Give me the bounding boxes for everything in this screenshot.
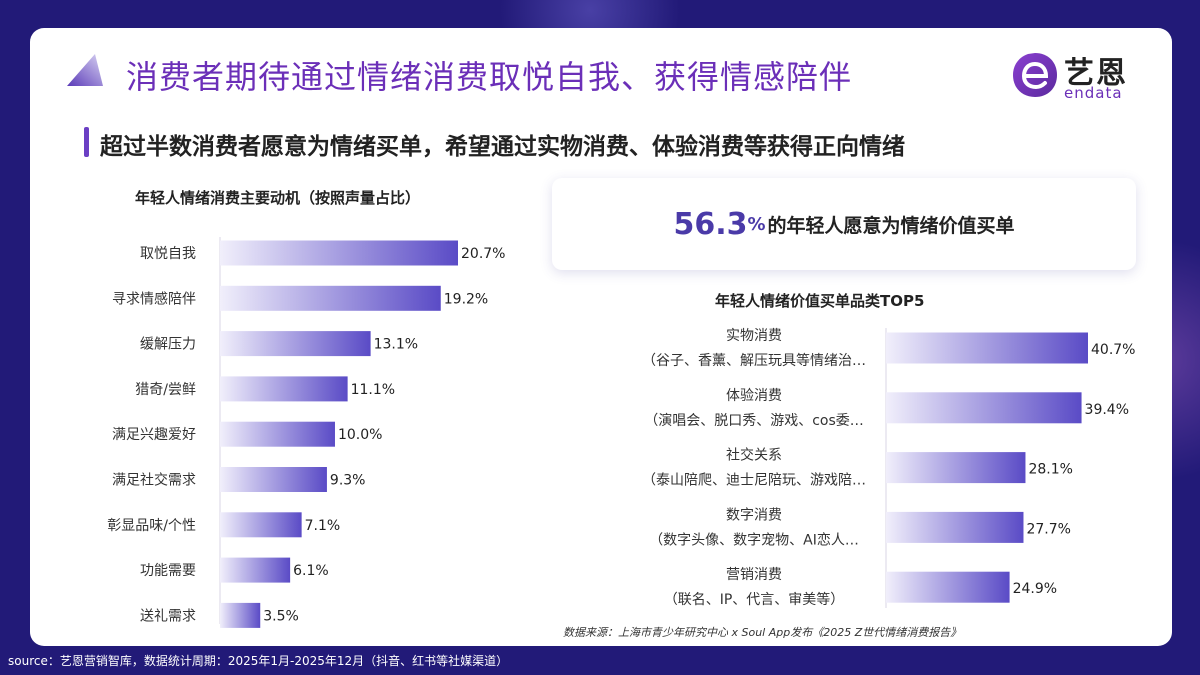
stat-number: 56.3: [673, 206, 748, 242]
title-triangle-icon: [67, 54, 103, 86]
right-bar: [886, 332, 1088, 364]
right-bar: [886, 571, 1010, 603]
right-subcategory-label: （演唱会、脱口秀、游戏、cos委…: [644, 413, 864, 429]
stat-unit: %: [747, 213, 766, 235]
page-title: 消费者期待通过情绪消费取悦自我、获得情感陪伴: [126, 58, 853, 96]
right-subcategory-label: （数字头像、数字宠物、AI恋人…: [649, 531, 859, 548]
right-category-label: 体验消费: [726, 388, 782, 404]
left-value-label: 10.0%: [338, 427, 382, 443]
right-category-label: 社交关系: [726, 447, 782, 464]
left-chart-title: 年轻人情绪消费主要动机（按照声量占比）: [135, 189, 421, 207]
left-bar: [220, 240, 458, 266]
left-category-label: 彰显品味/个性: [107, 517, 196, 534]
stat-callout: 56.3% 的年轻人愿意为情绪价值买单: [552, 178, 1136, 270]
left-bar: [220, 467, 327, 492]
left-value-label: 7.1%: [305, 518, 341, 534]
left-category-label: 寻求情感陪伴: [112, 290, 196, 307]
left-value-label: 19.2%: [444, 291, 488, 307]
left-category-label: 满足社交需求: [112, 472, 196, 489]
left-category-label: 取悦自我: [140, 246, 196, 262]
logo: 艺恩 endata: [1010, 46, 1160, 104]
left-category-label: 送礼需求: [140, 608, 196, 624]
left-bar: [220, 376, 348, 402]
page-subtitle: 超过半数消费者愿意为情绪买单，希望通过实物消费、体验消费等获得正向情绪: [100, 134, 905, 160]
right-subcategory-label: （联名、IP、代言、审美等）: [664, 591, 845, 608]
right-subcategory-label: （泰山陪爬、迪士尼陪玩、游戏陪…: [642, 473, 866, 489]
left-bar: [220, 331, 371, 357]
subtitle-accent-bar: [84, 127, 89, 157]
right-value-label: 40.7%: [1091, 342, 1135, 358]
right-value-label: 39.4%: [1085, 402, 1129, 418]
source-note: source：艺恩营销智库，数据统计周期：2025年1月-2025年12月（抖音…: [8, 654, 509, 668]
right-category-label: 实物消费: [726, 328, 782, 344]
left-category-label: 猎奇/尝鲜: [135, 381, 196, 398]
left-category-label: 满足兴趣爱好: [112, 427, 196, 443]
left-value-label: 3.5%: [263, 608, 299, 624]
right-subcategory-label: （谷子、香薰、解压玩具等情绪治…: [642, 352, 866, 369]
left-bar: [220, 602, 261, 628]
right-bar: [886, 392, 1082, 424]
right-bar: [886, 511, 1024, 543]
right-value-label: 28.1%: [1028, 462, 1072, 478]
left-bar: [220, 557, 291, 583]
right-bar: [886, 452, 1026, 484]
right-category-label: 营销消费: [726, 567, 782, 583]
left-bar: [220, 512, 302, 538]
left-value-label: 11.1%: [351, 382, 395, 398]
left-bar: [220, 285, 441, 311]
left-category-label: 功能需要: [140, 563, 196, 579]
left-category-label: 缓解压力: [140, 337, 196, 353]
left-value-label: 6.1%: [293, 563, 329, 579]
left-value-label: 9.3%: [330, 473, 366, 489]
right-chart-title: 年轻人情绪价值买单品类TOP5: [715, 292, 925, 310]
right-value-label: 27.7%: [1026, 521, 1070, 537]
left-bar: [220, 421, 335, 447]
left-value-label: 20.7%: [461, 246, 505, 262]
endata-logo-icon: [1013, 53, 1057, 97]
logo-chinese-text: 艺恩: [1064, 56, 1128, 91]
data-source-note: 数据来源：上海市青少年研究中心 x Soul App发布《2025 Z世代情绪消…: [563, 626, 962, 639]
right-value-label: 24.9%: [1013, 581, 1057, 597]
right-category-label: 数字消费: [726, 507, 782, 523]
stat-description: 的年轻人愿意为情绪价值买单: [767, 214, 1015, 237]
logo-english-text: endata: [1064, 84, 1123, 102]
left-value-label: 13.1%: [374, 337, 418, 353]
